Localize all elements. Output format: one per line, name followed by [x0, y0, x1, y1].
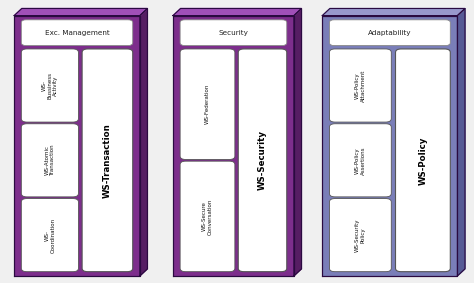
Polygon shape — [457, 8, 465, 276]
Polygon shape — [14, 8, 147, 16]
FancyBboxPatch shape — [329, 49, 391, 122]
Text: WS-Policy: WS-Policy — [419, 136, 428, 185]
Text: Security: Security — [219, 30, 248, 36]
FancyBboxPatch shape — [329, 199, 391, 272]
Polygon shape — [140, 8, 147, 276]
Polygon shape — [173, 8, 301, 16]
Text: Exc. Management: Exc. Management — [45, 30, 109, 36]
FancyBboxPatch shape — [180, 49, 235, 159]
FancyBboxPatch shape — [180, 161, 235, 272]
Polygon shape — [322, 8, 465, 16]
Text: WS-
Bussiness
Activity: WS- Bussiness Activity — [42, 72, 58, 99]
Bar — [14, 16, 140, 276]
FancyBboxPatch shape — [329, 124, 391, 197]
Text: WS-Security: WS-Security — [258, 130, 267, 190]
Text: WS-Security
Policy: WS-Security Policy — [355, 218, 366, 252]
Text: WS-Atomic
Transaction: WS-Atomic Transaction — [45, 145, 55, 176]
Text: WS-
Coordination: WS- Coordination — [45, 218, 55, 253]
Text: Adaptability: Adaptability — [368, 30, 411, 36]
FancyBboxPatch shape — [21, 49, 78, 122]
FancyBboxPatch shape — [21, 199, 78, 272]
FancyBboxPatch shape — [329, 20, 450, 46]
Polygon shape — [294, 8, 301, 276]
FancyBboxPatch shape — [82, 49, 133, 272]
Text: WS-Federation: WS-Federation — [205, 84, 210, 125]
FancyBboxPatch shape — [238, 49, 287, 272]
Text: WS-Transaction: WS-Transaction — [103, 123, 112, 198]
Text: WS-Secure
Conversation: WS-Secure Conversation — [202, 198, 213, 235]
FancyBboxPatch shape — [21, 124, 78, 197]
Text: WS-Policy
Attachment: WS-Policy Attachment — [355, 69, 366, 102]
Text: WS-Policy
Assertions: WS-Policy Assertions — [355, 146, 366, 175]
Bar — [173, 16, 294, 276]
FancyBboxPatch shape — [395, 49, 450, 272]
FancyBboxPatch shape — [180, 20, 287, 46]
FancyBboxPatch shape — [21, 20, 133, 46]
Bar — [322, 16, 457, 276]
